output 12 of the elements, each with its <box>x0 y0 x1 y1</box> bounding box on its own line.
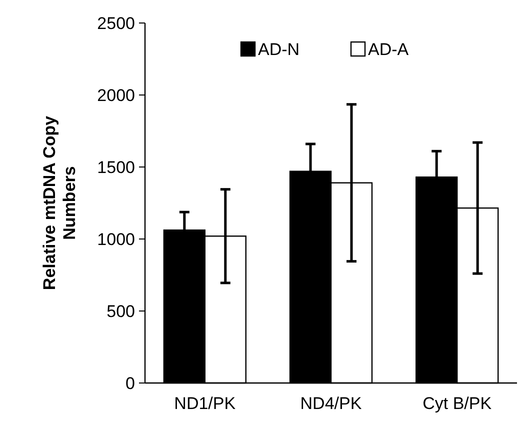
x-tick-label: ND4/PK <box>300 394 362 413</box>
x-tick-label: Cyt B/PK <box>422 394 492 413</box>
legend-label: AD-N <box>258 40 300 59</box>
y-axis-title: Relative mtDNA Copy Numbers <box>40 115 80 290</box>
y-tick-label: 0 <box>126 374 135 393</box>
legend-label: AD-A <box>368 40 410 59</box>
y-tick-label: 1000 <box>97 230 135 249</box>
y-tick-label: 2500 <box>97 14 135 33</box>
x-tick-label: ND1/PK <box>174 394 236 413</box>
y-tick-label: 1500 <box>97 158 135 177</box>
y-tick-label: 2000 <box>97 86 135 105</box>
y-tick-label: 500 <box>106 302 135 321</box>
